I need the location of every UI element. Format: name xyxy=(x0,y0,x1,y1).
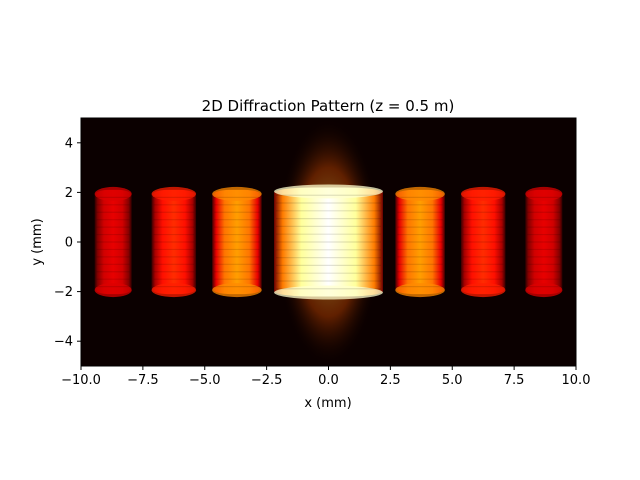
band-edge-lobe xyxy=(395,186,445,201)
diffraction-band xyxy=(525,186,563,298)
x-tick-label: −7.5 xyxy=(127,373,159,388)
x-tick-label: −5.0 xyxy=(189,373,221,388)
y-tick-label: −2 xyxy=(54,285,73,300)
x-tick-label: −2.5 xyxy=(251,373,283,388)
band-edge-lobe xyxy=(460,283,506,298)
band-edge-lobe xyxy=(94,283,132,298)
x-tick-label: 7.5 xyxy=(504,373,525,388)
band-body xyxy=(151,189,197,295)
x-tick-label: 2.5 xyxy=(380,373,401,388)
y-tick-label: 0 xyxy=(65,236,73,251)
band-body xyxy=(212,189,262,295)
diffraction-band xyxy=(274,184,383,300)
band-edge-lobe xyxy=(151,283,197,298)
band-body xyxy=(395,189,445,295)
band-body xyxy=(274,187,383,297)
diffraction-band xyxy=(395,186,445,298)
band-edge-lobe xyxy=(212,186,262,201)
band-edge-lobe xyxy=(395,283,445,298)
band-edge-lobe xyxy=(525,186,563,201)
band-edge-lobe xyxy=(460,186,506,201)
y-axis-label: y (mm) xyxy=(30,218,45,265)
x-tick-label: 0.0 xyxy=(318,373,339,388)
band-edge-lobe xyxy=(151,186,197,201)
x-tick-label: 10.0 xyxy=(562,373,591,388)
x-axis: −10.0 −7.5 −5.0 −2.5 0.0 2.5 5.0 7.5 10.0 xyxy=(61,366,590,388)
band-edge-lobe xyxy=(94,186,132,201)
y-tick-label: −4 xyxy=(54,335,73,350)
plot-area xyxy=(80,117,577,367)
band-edge-lobe xyxy=(212,283,262,298)
diffraction-band xyxy=(94,186,132,298)
x-tick-label: −10.0 xyxy=(61,373,101,388)
band-body xyxy=(525,189,563,295)
x-tick-label: 5.0 xyxy=(442,373,463,388)
diffraction-bands xyxy=(94,118,563,366)
x-axis-label: x (mm) xyxy=(304,396,351,411)
y-tick-label: 2 xyxy=(65,186,73,201)
band-body xyxy=(460,189,506,295)
diffraction-band xyxy=(212,186,262,298)
band-body xyxy=(94,189,132,295)
band-edge-lobe xyxy=(525,283,563,298)
y-axis: −4 −2 0 2 4 xyxy=(54,136,81,350)
diffraction-band xyxy=(151,186,197,298)
chart-title: 2D Diffraction Pattern (z = 0.5 m) xyxy=(202,97,455,115)
y-tick-label: 4 xyxy=(65,136,73,151)
band-edge-lobe xyxy=(274,285,383,300)
band-edge-lobe xyxy=(274,184,383,199)
diffraction-band xyxy=(460,186,506,298)
